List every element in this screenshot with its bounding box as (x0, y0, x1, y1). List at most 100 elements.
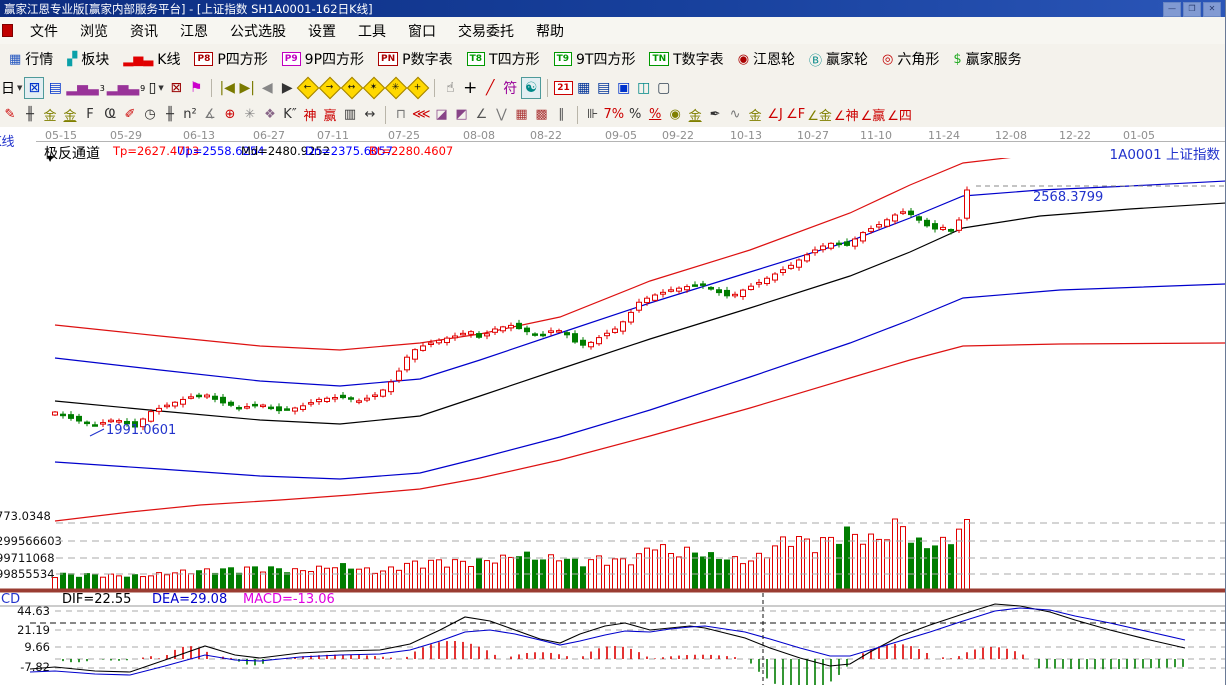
diamond-star-button[interactable]: ✶ (362, 76, 386, 100)
browser-button[interactable]: ◫ (635, 78, 653, 98)
hexagon-button[interactable]: ◎ 六角形 (877, 47, 944, 71)
computer-button[interactable]: ▢ (655, 78, 673, 98)
period-select[interactable]: 日 ▼ (1, 78, 22, 98)
kline-tab-label[interactable]: K线 (0, 135, 15, 150)
t-table-button[interactable]: TN T数字表 (644, 47, 728, 71)
percent-button[interactable]: % (626, 106, 644, 124)
close-button[interactable]: ✕ (1203, 2, 1221, 17)
fan-grid-button[interactable]: ◩ (453, 106, 471, 124)
ying-angle-button[interactable]: ∠赢 (861, 106, 886, 124)
wave-line-button[interactable]: ⋁ (493, 106, 511, 124)
diamond-expand-button[interactable]: ↔ (340, 76, 364, 100)
n2-button[interactable]: n² (181, 106, 199, 124)
menu-item-资讯[interactable]: 资讯 (130, 23, 158, 40)
t-square-button[interactable]: T8 T四方形 (462, 47, 545, 71)
gann-grid-button[interactable]: ╫ (21, 106, 39, 124)
gold-angle-button[interactable]: ∠金 (807, 106, 832, 124)
winner-service-button[interactable]: $ 赢家服务 (948, 47, 1026, 71)
last-page-button[interactable]: ▶| (238, 78, 256, 98)
parallel-button[interactable]: ∥ (553, 106, 571, 124)
h-measure-button[interactable]: ↔ (361, 106, 379, 124)
chart-area[interactable]: K线 05-15 05-29 06-13 06-27 07-11 07-25 08-08 08… (0, 127, 1225, 685)
next-button[interactable]: ▶ (278, 78, 296, 98)
si-angle-button[interactable]: ∠四 (887, 106, 912, 124)
cycle-clock-button[interactable]: ◷ (141, 106, 159, 124)
ying-button[interactable]: 赢 (321, 106, 339, 124)
menu-item-江恩[interactable]: 江恩 (180, 23, 208, 40)
menu-item-文件[interactable]: 文件 (30, 23, 58, 40)
draw-pencil-button[interactable]: ✎ (1, 106, 19, 124)
diamond-cross-button[interactable]: + (406, 76, 430, 100)
golden-angle-button[interactable]: 金 (746, 106, 764, 124)
box-measure-button[interactable]: ⊓ (392, 106, 410, 124)
info-panel-button[interactable]: ▤ (46, 78, 64, 98)
grid2-button[interactable]: ▩ (533, 106, 551, 124)
ruler-button[interactable]: ╫ (161, 106, 179, 124)
diamond-right-button[interactable]: → (318, 76, 342, 100)
menu-item-公式选股[interactable]: 公式选股 (230, 23, 286, 40)
kline-9-button[interactable]: ▂▅▃ 9 (107, 78, 145, 98)
kline-3-button[interactable]: ▂▅▃ 3 (66, 78, 104, 98)
flag-marker-button[interactable]: ⚑ (187, 78, 205, 98)
document-window-icon[interactable] (2, 24, 13, 37)
scale-button[interactable]: ⊪ (584, 106, 602, 124)
candle-style-select[interactable]: ▯ ▼ (147, 78, 165, 98)
pen-line-button[interactable]: ✒ (706, 106, 724, 124)
angle-mirror-button[interactable]: ∡ (201, 106, 219, 124)
calculator-button[interactable]: ▦ (575, 78, 593, 98)
menu-item-工具[interactable]: 工具 (358, 23, 386, 40)
star-box-button[interactable]: ❖ (261, 106, 279, 124)
menu-item-帮助[interactable]: 帮助 (536, 23, 564, 40)
menu-item-窗口[interactable]: 窗口 (408, 23, 436, 40)
golden-circle-button[interactable]: ◉ (666, 106, 684, 124)
p-square-button[interactable]: P8 P四方形 (189, 47, 272, 71)
grid-button[interactable]: ▦ (513, 106, 531, 124)
gann-box-button[interactable]: ⊠ (167, 78, 185, 98)
gann-wheel-button[interactable]: ◉ 江恩轮 (733, 47, 800, 71)
shen-button[interactable]: 神 (301, 106, 319, 124)
kline-button[interactable]: ▂▅▃ K线 (118, 47, 185, 71)
golden-line-button[interactable]: 金 (686, 106, 704, 124)
first-page-button[interactable]: |◀ (218, 78, 236, 98)
target-button[interactable]: ⊕ (221, 106, 239, 124)
winner-wheel-button[interactable]: Ⓑ 赢家轮 (804, 47, 873, 71)
candlestick-chart[interactable]: 2568.3799 1991.0601 (0, 158, 1226, 685)
brush-button[interactable]: ✐ (121, 106, 139, 124)
crosshair-tool-button[interactable]: + (461, 78, 479, 98)
wave-a-button[interactable]: ∿ (726, 106, 744, 124)
hand-tool-button[interactable]: ☝ (441, 78, 459, 98)
9t-square-button[interactable]: T9 9T四方形 (549, 47, 641, 71)
percent7-button[interactable]: 7% (604, 106, 625, 124)
fibonacci-button[interactable]: F (81, 106, 99, 124)
gann-symbol-button[interactable]: 符 (501, 78, 519, 98)
restore-button[interactable]: ❐ (1183, 2, 1201, 17)
minimize-button[interactable]: — (1163, 2, 1181, 17)
golden-box-button[interactable]: 金 (61, 106, 79, 124)
gann-fan-button[interactable]: ⋘ (412, 106, 431, 124)
quotes-button[interactable]: ▦ 行情 (4, 47, 58, 71)
prev-button[interactable]: ◀ (258, 78, 276, 98)
save-button[interactable]: ▣ (615, 78, 633, 98)
shen-angle-button[interactable]: ∠神 (834, 106, 859, 124)
dropdown-triangle-icon[interactable]: ▼ (47, 154, 54, 163)
memo-button[interactable]: ▤ (595, 78, 613, 98)
p-table-button[interactable]: PN P数字表 (373, 47, 458, 71)
channel-indicator-name[interactable]: 极反通道 (44, 146, 100, 162)
menu-item-设置[interactable]: 设置 (308, 23, 336, 40)
smart-brain-button[interactable]: ☯ (521, 77, 542, 99)
star-button[interactable]: ✳ (241, 106, 259, 124)
fan-box-button[interactable]: ◪ (433, 106, 451, 124)
calendar-button[interactable]: 21 (554, 78, 573, 98)
price-ruler-button[interactable]: ▥ (341, 106, 359, 124)
9p-square-button[interactable]: P9 9P四方形 (277, 47, 369, 71)
trendline-tool-button[interactable]: ╱ (481, 78, 499, 98)
golden-section-button[interactable]: 金 (41, 106, 59, 124)
diamond-burst-button[interactable]: ✳ (384, 76, 408, 100)
menu-item-交易委托[interactable]: 交易委托 (458, 23, 514, 40)
sectors-button[interactable]: ▞ 板块 (62, 47, 114, 71)
angle-line-button[interactable]: ∠ (473, 106, 491, 124)
diamond-left-button[interactable]: ← (296, 76, 320, 100)
percent-line-button[interactable]: % (646, 106, 664, 124)
k-quote-button[interactable]: K″ (281, 106, 299, 124)
main-chart-button[interactable]: ⊠ (24, 77, 45, 99)
